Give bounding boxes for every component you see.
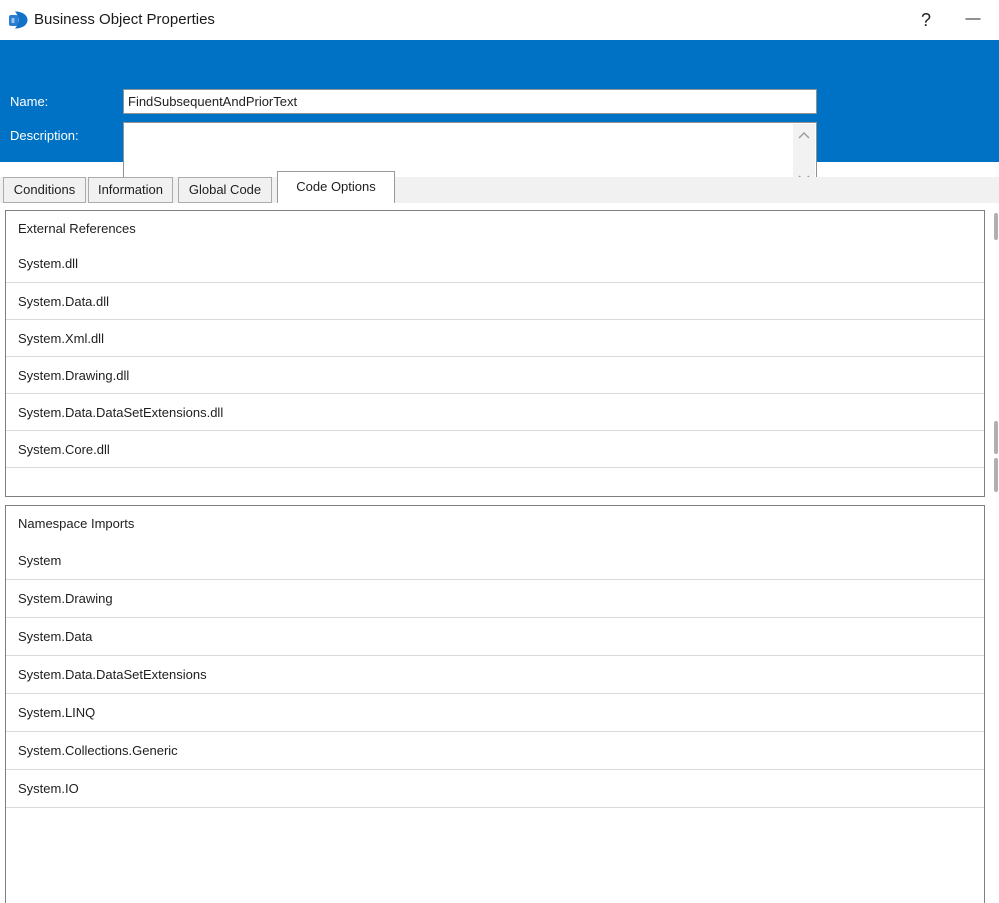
list-item[interactable]: System.LINQ: [6, 693, 984, 731]
minimize-button[interactable]: —: [958, 3, 988, 33]
chevron-up-icon[interactable]: [798, 132, 810, 139]
help-button[interactable]: ?: [911, 5, 941, 35]
tab-information[interactable]: Information: [88, 177, 173, 203]
title-bar: Business Object Properties ? —: [0, 0, 999, 40]
list-item[interactable]: System.IO: [6, 769, 984, 807]
scrollbar-thumb[interactable]: [994, 421, 998, 454]
list-item[interactable]: System.Collections.Generic: [6, 731, 984, 769]
description-label: Description:: [10, 128, 79, 143]
form-header: Name: Description:: [0, 40, 999, 192]
list-item[interactable]: System.Core.dll: [6, 430, 984, 467]
tab-global-code[interactable]: Global Code: [178, 177, 272, 203]
empty-row: [6, 807, 984, 903]
namespace-imports-list: Namespace Imports System System.Drawing …: [5, 505, 985, 903]
column-header-namespace-imports[interactable]: Namespace Imports: [18, 516, 135, 531]
list-item[interactable]: System.Drawing.dll: [6, 356, 984, 393]
list-item[interactable]: System: [18, 552, 62, 568]
list-item[interactable]: System.Drawing: [6, 579, 984, 617]
column-header-external-references[interactable]: External References: [18, 220, 136, 236]
list-item[interactable]: System.Data.dll: [6, 282, 984, 319]
scrollbar-thumb[interactable]: [994, 458, 998, 492]
list-item[interactable]: System.Data.DataSetExtensions.dll: [6, 393, 984, 430]
empty-row: [6, 467, 984, 496]
window-title: Business Object Properties: [34, 11, 215, 28]
scrollbar-thumb[interactable]: [994, 213, 998, 240]
name-input[interactable]: [123, 89, 817, 114]
tab-conditions[interactable]: Conditions: [3, 177, 86, 203]
tab-code-options[interactable]: Code Options: [277, 171, 395, 203]
list-item[interactable]: System.Xml.dll: [6, 319, 984, 356]
blueprism-logo-icon: [9, 11, 28, 29]
list-item[interactable]: System.dll: [18, 256, 78, 271]
name-label: Name:: [10, 94, 49, 109]
list-item[interactable]: System.Data: [6, 617, 984, 655]
list-item[interactable]: System.Data.DataSetExtensions: [6, 655, 984, 693]
external-references-list: External References System.dll System.Da…: [5, 210, 985, 497]
